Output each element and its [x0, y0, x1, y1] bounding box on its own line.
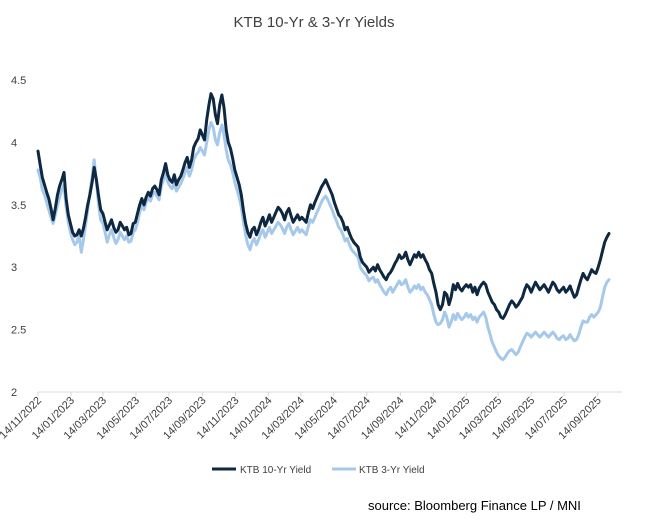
series-group — [36, 92, 611, 362]
y-axis-ticks: 2 2.5 3 3.5 4 4.5 — [11, 75, 26, 399]
legend-label-3yr: KTB 3-Yr Yield — [359, 465, 425, 476]
y-tick-label: 2.5 — [11, 325, 26, 337]
y-tick-label: 3 — [11, 262, 17, 274]
series-line-10yr — [36, 92, 611, 320]
legend-label-10yr: KTB 10-Yr Yield — [240, 465, 311, 476]
y-tick-label: 3.5 — [11, 200, 26, 212]
y-tick-label: 2 — [11, 387, 17, 399]
legend: KTB 10-Yr Yield KTB 3-Yr Yield — [212, 465, 425, 476]
source-note: source: Bloomberg Finance LP / MNI — [368, 498, 581, 513]
x-axis-ticks: 14/11/202214/01/202314/03/202314/05/2023… — [0, 392, 604, 442]
y-tick-label: 4 — [11, 137, 17, 149]
series-line-3yr — [36, 120, 611, 362]
y-tick-label: 4.5 — [11, 75, 26, 87]
chart-title: KTB 10-Yr & 3-Yr Yields — [234, 14, 395, 31]
